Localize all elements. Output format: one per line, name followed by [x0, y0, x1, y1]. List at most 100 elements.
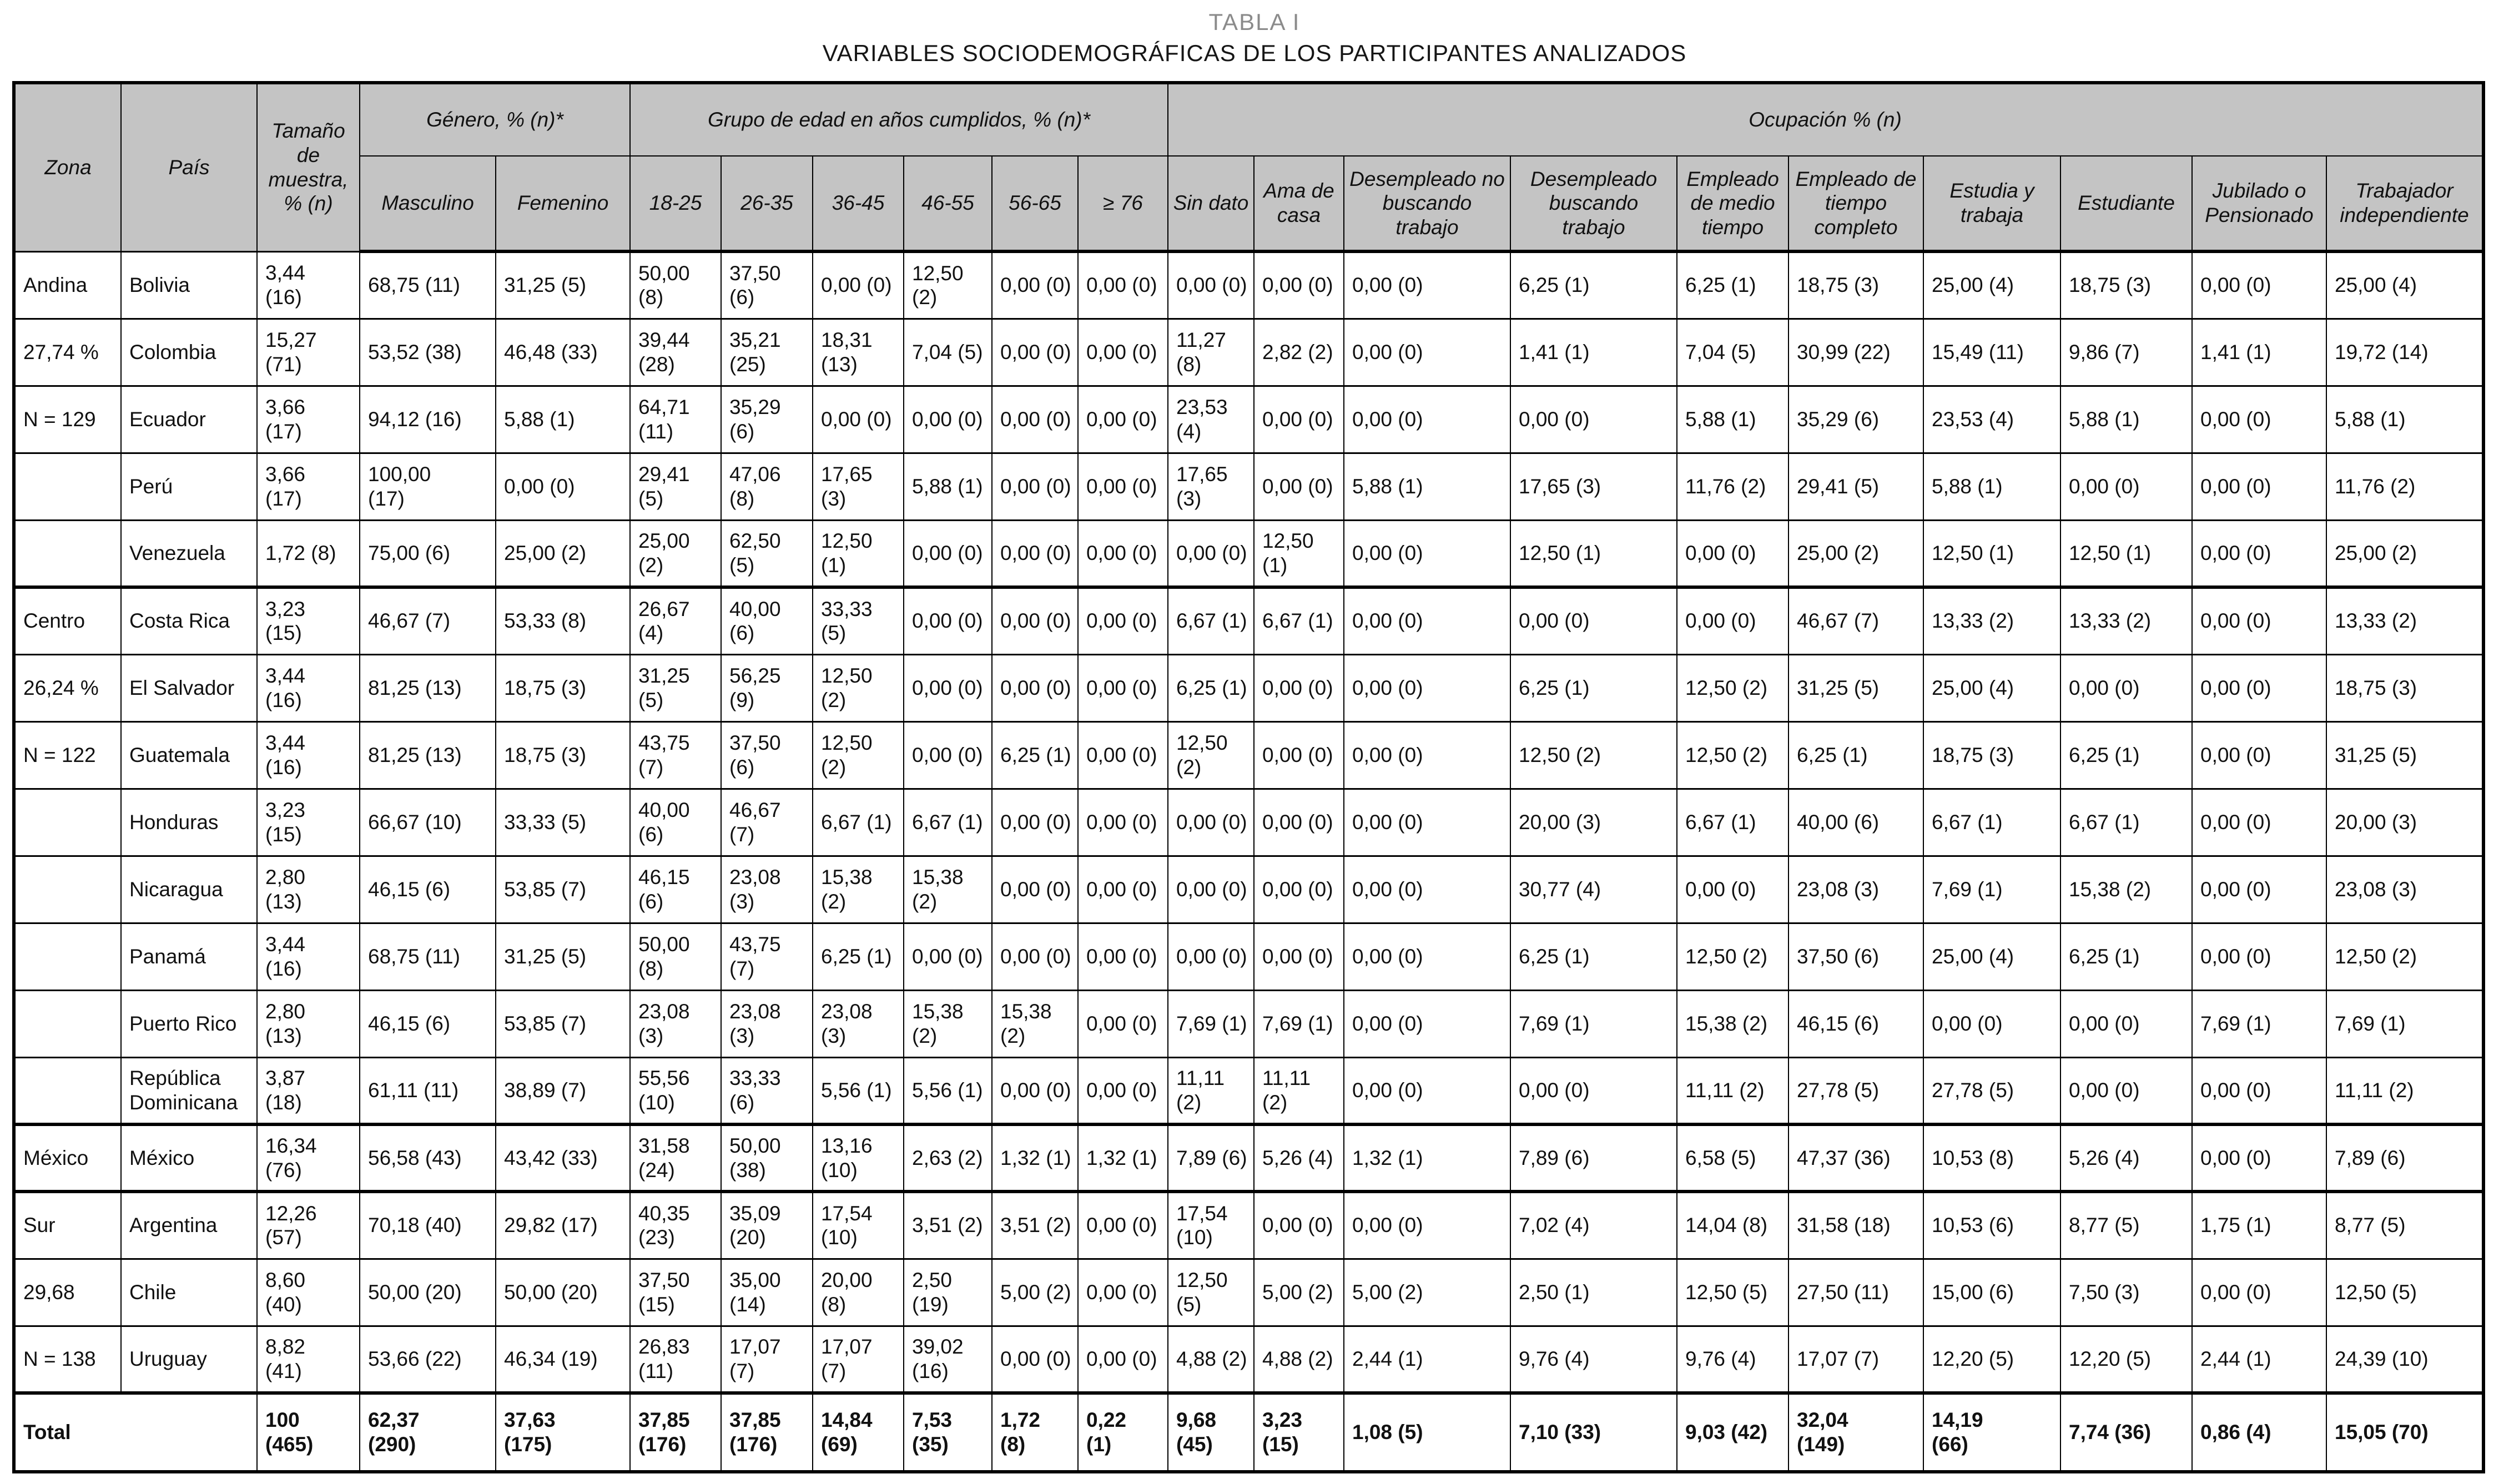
- data-cell: 3,51 (2): [991, 1190, 1079, 1260]
- data-cell: 12,20 (5): [1923, 1325, 2061, 1395]
- zona-cell: [13, 855, 122, 924]
- data-cell: 5,88 (1): [495, 385, 631, 454]
- data-cell: 20,00 (3): [2326, 788, 2484, 857]
- data-cell: 0,00 (0): [1077, 1258, 1168, 1327]
- data-cell: 15,38 (2): [2060, 855, 2193, 924]
- pais-cell: Chile: [120, 1258, 258, 1327]
- column-header-18-25: 18-25: [629, 155, 722, 253]
- data-cell: 6,67 (1): [1923, 788, 2061, 857]
- data-cell: 7,04 (5): [903, 317, 992, 387]
- data-cell: 12,50 (2): [903, 250, 992, 320]
- data-cell: 0,00 (0): [1676, 519, 1789, 589]
- column-header-desempleado-no-buscando: Desempleado no buscando trabajo: [1343, 155, 1511, 253]
- data-cell: 0,00 (0): [991, 1056, 1079, 1126]
- data-cell: 5,88 (1): [1343, 452, 1511, 521]
- total-row: Total 100 (465) 62,37 (290) 37,63 (175) 37,8…: [13, 1391, 2484, 1473]
- data-cell: 1,75 (1): [2191, 1190, 2327, 1260]
- data-cell: 2,80 (13): [256, 855, 360, 924]
- data-cell: 5,88 (1): [1676, 385, 1789, 454]
- total-data-cell: 1,72 (8): [991, 1391, 1079, 1473]
- data-cell: 15,38 (2): [903, 989, 992, 1058]
- data-cell: 29,41 (5): [629, 452, 722, 521]
- zona-cell: N = 122: [13, 720, 122, 790]
- data-cell: 0,00 (0): [903, 385, 992, 454]
- data-cell: 46,67 (7): [721, 788, 813, 857]
- data-cell: 31,25 (5): [1788, 653, 1924, 723]
- data-cell: 25,00 (4): [1923, 922, 2061, 991]
- data-cell: 0,00 (0): [991, 586, 1079, 655]
- data-cell: 37,50 (15): [629, 1258, 722, 1327]
- data-cell: 0,00 (0): [1343, 653, 1511, 723]
- zona-cell: [13, 788, 122, 857]
- data-cell: 0,00 (0): [1077, 250, 1168, 320]
- data-cell: 33,33 (6): [721, 1056, 813, 1126]
- table-row: Perú 3,66 (17) 100,00 (17) 0,00 (0) 29,41 (5…: [13, 452, 2484, 521]
- data-cell: 100,00 (17): [359, 452, 496, 521]
- data-cell: 14,04 (8): [1676, 1190, 1789, 1260]
- data-cell: 2,44 (1): [1343, 1325, 1511, 1395]
- data-cell: 37,50 (6): [721, 250, 813, 320]
- table-row: Honduras 3,23 (15) 66,67 (10) 33,33 (5) 40,0…: [13, 788, 2484, 857]
- data-cell: 53,85 (7): [495, 989, 631, 1058]
- table-title-block: TABLA I VARIABLES SOCIODEMOGRÁFICAS DE L…: [0, 0, 2509, 67]
- data-cell: 6,25 (1): [812, 922, 904, 991]
- column-header-ama-de-casa: Ama de casa: [1253, 155, 1344, 253]
- data-cell: 7,04 (5): [1676, 317, 1789, 387]
- data-cell: 38,89 (7): [495, 1056, 631, 1126]
- data-cell: 39,44 (28): [629, 317, 722, 387]
- data-cell: 29,41 (5): [1788, 452, 1924, 521]
- data-cell: 23,53 (4): [1167, 385, 1254, 454]
- data-cell: 75,00 (6): [359, 519, 496, 589]
- table-row: Centro Costa Rica 3,23 (15) 46,67 (7) 53,33 …: [13, 586, 2484, 655]
- data-cell: 6,25 (1): [1788, 720, 1924, 790]
- data-cell: 0,00 (0): [2060, 989, 2193, 1058]
- table-row: N = 122 Guatemala 3,44 (16) 81,25 (13) 18,75…: [13, 720, 2484, 790]
- data-cell: 2,63 (2): [903, 1123, 992, 1193]
- data-cell: 9,76 (4): [1676, 1325, 1789, 1395]
- zona-cell: N = 138: [13, 1325, 122, 1395]
- data-cell: 0,00 (0): [1077, 989, 1168, 1058]
- data-cell: 18,75 (3): [1788, 250, 1924, 320]
- data-cell: 68,75 (11): [359, 922, 496, 991]
- data-cell: 2,50 (19): [903, 1258, 992, 1327]
- data-cell: 0,00 (0): [1077, 855, 1168, 924]
- data-cell: 0,00 (0): [991, 519, 1079, 589]
- data-cell: 81,25 (13): [359, 653, 496, 723]
- data-cell: 0,00 (0): [1343, 385, 1511, 454]
- column-header-femenino: Femenino: [495, 155, 631, 253]
- data-cell: 24,39 (10): [2326, 1325, 2484, 1395]
- column-header-76plus: ≥ 76: [1077, 155, 1168, 253]
- data-cell: 1,72 (8): [256, 519, 360, 589]
- data-cell: 15,38 (2): [991, 989, 1079, 1058]
- data-cell: 53,33 (8): [495, 586, 631, 655]
- data-cell: 17,54 (10): [812, 1190, 904, 1260]
- data-cell: 0,00 (0): [1077, 385, 1168, 454]
- data-cell: 33,33 (5): [812, 586, 904, 655]
- zona-cell: 29,68: [13, 1258, 122, 1327]
- data-cell: 0,00 (0): [1253, 788, 1344, 857]
- data-cell: 43,75 (7): [721, 922, 813, 991]
- data-cell: 50,00 (20): [359, 1258, 496, 1327]
- data-cell: 35,09 (20): [721, 1190, 813, 1260]
- table-row: N = 129 Ecuador 3,66 (17) 94,12 (16) 5,88 (1…: [13, 385, 2484, 454]
- data-cell: 46,15 (6): [1788, 989, 1924, 1058]
- data-cell: 7,69 (1): [1923, 855, 2061, 924]
- data-cell: 0,00 (0): [2191, 519, 2327, 589]
- data-cell: 0,00 (0): [903, 586, 992, 655]
- data-cell: 31,25 (5): [2326, 720, 2484, 790]
- data-cell: 12,50 (2): [1676, 922, 1789, 991]
- data-cell: 25,00 (2): [629, 519, 722, 589]
- total-data-cell: 0,22 (1): [1077, 1391, 1168, 1473]
- column-header-56-65: 56-65: [991, 155, 1079, 253]
- data-cell: 31,25 (5): [629, 653, 722, 723]
- data-cell: 0,00 (0): [1253, 922, 1344, 991]
- data-cell: 0,00 (0): [1077, 1325, 1168, 1395]
- data-cell: 25,00 (2): [2326, 519, 2484, 589]
- data-cell: 11,11 (2): [1167, 1056, 1254, 1126]
- data-cell: 6,25 (1): [1676, 250, 1789, 320]
- data-cell: 6,25 (1): [1510, 250, 1677, 320]
- data-cell: 30,77 (4): [1510, 855, 1677, 924]
- data-cell: 2,80 (13): [256, 989, 360, 1058]
- data-cell: 0,00 (0): [812, 385, 904, 454]
